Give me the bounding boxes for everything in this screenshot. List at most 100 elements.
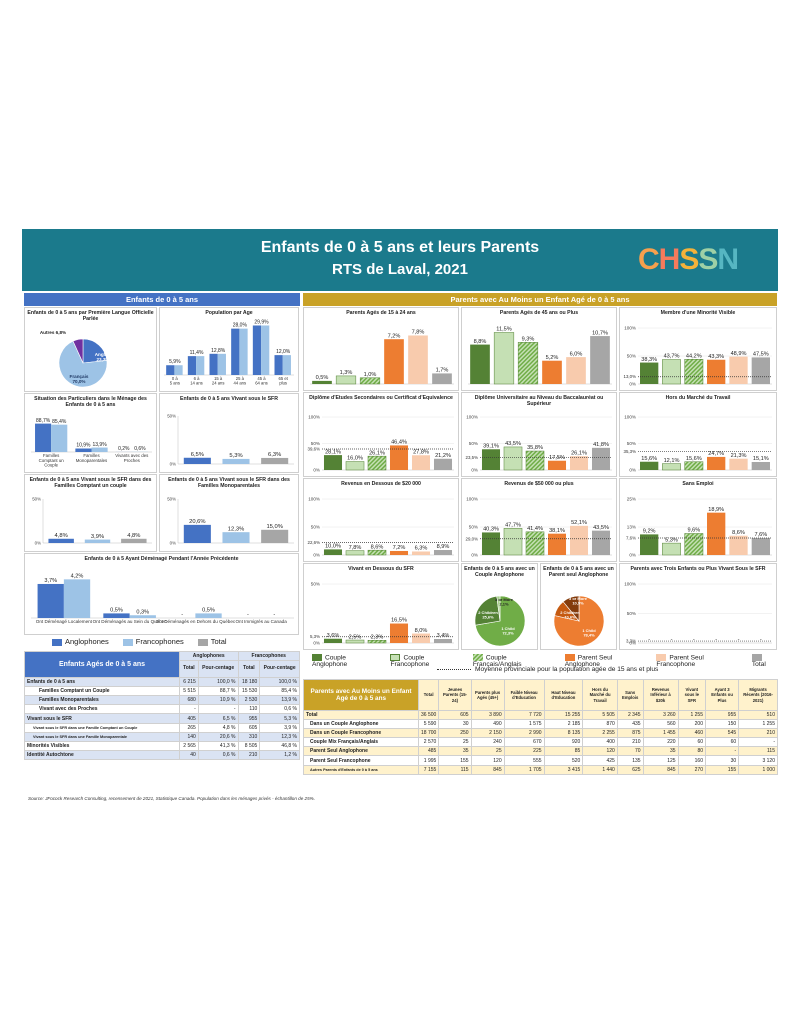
bar [231, 328, 240, 375]
panel-p1524: Parents Agés de 15 à 24 ans 0,5% 1,3% 1,0% 7… [303, 307, 459, 391]
table-cell: 140 [179, 731, 199, 742]
right-legend: Couple Anglophone Couple Francophone Cou… [312, 654, 778, 668]
bar-value-label: 5,2% [546, 355, 559, 361]
table-cell: 100,0 % [259, 677, 300, 688]
bar [209, 353, 218, 375]
bar-value-label: - [671, 637, 673, 643]
bar-value-label: 10,0% [325, 544, 341, 550]
bar [323, 549, 343, 555]
chart-title: Enfants de 0 à 5 ans Vivant sous le SFR [180, 396, 278, 402]
bar-value-label: 16,5% [391, 618, 407, 624]
bar-value-label: 0,5% [316, 375, 329, 381]
table-cell: 5 515 [179, 686, 199, 697]
table-cell: 225 [503, 746, 545, 757]
table-cell: 115 [438, 764, 472, 775]
bar [121, 538, 147, 543]
table-row: Couple Mix Français/Anglais 2 570 25 240 670… [303, 737, 778, 748]
panel-parent-seul-pie: Enfants de 0 à 5 ans avec un Parent seul… [540, 563, 617, 650]
chart-svg: 0% 13% 25% 9,2% 5,3% 9,6% 18,9% 8,6% 7,6% 7,6% [626, 497, 772, 558]
row-label: Parent Seul Anglophone [303, 746, 419, 757]
column-header: Vivant sous le SFR [677, 679, 707, 711]
bar [433, 458, 453, 470]
table-cell: 2 565 [179, 740, 199, 751]
bar [63, 579, 91, 618]
legend-parent-seul-francophone: Parent Seul Francophone [656, 654, 704, 669]
y-tick-label: 50% [311, 525, 320, 530]
category-label: Familles [83, 453, 100, 458]
y-tick-label: 50% [311, 441, 320, 446]
bar-value-label: 6,0% [570, 351, 583, 357]
bar [751, 537, 770, 555]
table-cell: 120 [470, 755, 505, 766]
table-cell: 35 [438, 746, 472, 757]
panel-couple-anglo-pie: Enfants de 0 à 5 ans avec un Couple Angl… [461, 563, 538, 650]
bar-value-label: 26,1% [369, 450, 385, 456]
table-cell: 1 455 [642, 728, 679, 739]
table-cell: 2 150 [470, 728, 505, 739]
table-cell: 115 [738, 746, 778, 757]
table-cell: 485 [417, 746, 440, 757]
bar-value-label: 27,8% [413, 449, 429, 455]
bar-value-label: 43,7% [664, 354, 680, 360]
moyenne-label: 35,3% [624, 449, 637, 454]
bar [345, 639, 365, 644]
bar [367, 549, 387, 556]
table-cell: 520 [543, 755, 584, 766]
category-label: 5 ans [170, 381, 180, 386]
bar [261, 529, 289, 543]
bar [684, 358, 704, 385]
bar-value-label: 85,4% [52, 419, 67, 425]
bar-value-label: 5,3% [665, 537, 678, 543]
bar-value-label: 24,7% [708, 451, 724, 457]
bar [103, 613, 130, 618]
bar-value-label: 0,5% [202, 608, 215, 614]
table-cell: 555 [503, 755, 545, 766]
category-label: plus [279, 381, 287, 386]
table-cell: 12,3 % [259, 731, 300, 742]
bar [187, 356, 197, 375]
group-header: Francophones [237, 650, 300, 662]
right-table: Parents avec Au Moins un Enfant Agé de 0… [303, 679, 778, 775]
chart-title: Parents avec Trois Enfants ou Plus Vivan… [630, 566, 766, 572]
y-tick-label: 25% [627, 497, 636, 502]
table-cell: 435 [616, 719, 644, 730]
row-label: Total [303, 709, 419, 721]
bar [84, 539, 111, 543]
panel-hors-marche: Hors du Marché du Travail 0% 50% 100% 15,6% 1… [619, 392, 777, 477]
panel-secondaire: Diplôme d'Etudes Secondaires ou Certific… [303, 392, 459, 477]
bar-value-label: 5,3% [229, 453, 242, 459]
y-tick-label: 50% [311, 582, 320, 587]
bar-value-label: 0,6% [134, 446, 146, 452]
bar-value-label: 5,9% [169, 359, 181, 365]
table-cell: 265 [179, 722, 199, 733]
panel-sfr: Enfants de 0 à 5 ans Vivant sous le SFR 0… [159, 393, 299, 473]
row-label: Vivant sous le SFR dans une Famille Mono… [24, 731, 180, 742]
bar-value-label: 10,7% [592, 330, 608, 336]
bar [48, 538, 74, 543]
bar [384, 339, 404, 384]
bar-value-label: 26,1% [571, 450, 587, 456]
table-cell: 680 [179, 695, 199, 706]
table-cell: 1 440 [582, 764, 618, 775]
category-label: Comptant un [39, 458, 65, 463]
bar-value-label: 28,0% [233, 323, 248, 329]
chart-svg: 1 Child 78,4%2 Children 10,6% 3 or More 10,9… [553, 595, 605, 647]
table-cell: 605 [438, 709, 472, 721]
bar-value-label: 12,1% [664, 458, 680, 464]
bar-value-label: 43,5% [593, 525, 609, 531]
table-cell: 7 720 [503, 709, 545, 721]
pie-label: Français 70,0% [70, 374, 89, 384]
table-cell: 5 590 [417, 719, 440, 730]
bar-value-label: - [715, 637, 717, 643]
y-tick-label: 0% [629, 553, 636, 558]
bar [517, 342, 539, 385]
table-cell: 6,5 % [197, 713, 239, 724]
row-label: Dans un Couple Francophone [303, 728, 419, 739]
table-row: Enfants de 0 à 5 ans 6 215 100,0 % 18 180 10… [24, 677, 300, 688]
table-cell: 240 [470, 737, 505, 748]
bar-value-label: 8,8% [474, 339, 487, 345]
table-cell: 88,7 % [197, 686, 239, 697]
sub-header: Pour-centage [259, 660, 300, 679]
row-label: Enfants de 0 à 5 ans [24, 677, 180, 688]
bar-value-label: 38,1% [549, 528, 565, 534]
